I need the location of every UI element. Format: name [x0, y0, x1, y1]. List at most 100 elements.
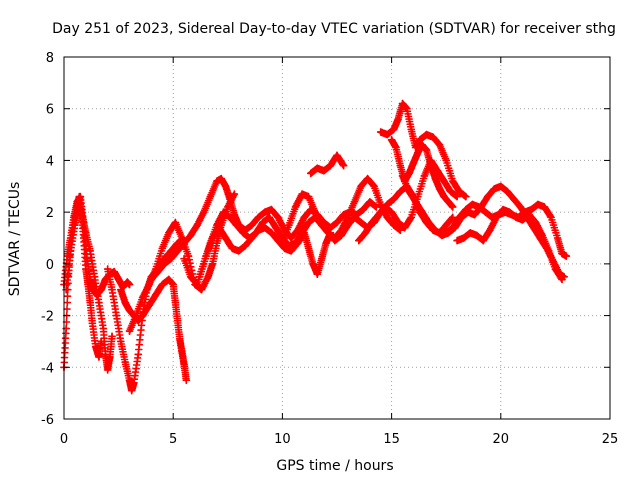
- y-axis-label: SDTVAR / TECUs: [7, 182, 23, 297]
- data-point: [427, 161, 435, 170]
- y-tick-label: 6: [46, 103, 54, 118]
- data-point: [228, 244, 236, 253]
- data-point: [293, 226, 302, 235]
- data-point: [313, 270, 322, 278]
- y-tick-label: 8: [46, 51, 54, 66]
- data-point: [486, 226, 494, 235]
- data-point: [512, 213, 520, 222]
- data-point: [387, 208, 396, 216]
- data-point: [291, 203, 300, 211]
- data-point: [558, 249, 566, 258]
- data-point: [538, 231, 547, 240]
- data-point: [73, 198, 81, 206]
- data-point: [527, 205, 536, 214]
- data-point: [350, 213, 359, 222]
- data-point: [359, 205, 368, 214]
- x-tick-label: 25: [602, 432, 619, 447]
- data-point: [280, 244, 289, 253]
- data-point: [534, 200, 542, 209]
- data-point: [110, 267, 119, 276]
- data-point: [285, 221, 293, 229]
- data-point: [389, 125, 398, 134]
- data-point: [448, 177, 457, 185]
- data-point: [326, 161, 335, 170]
- data-point: [173, 239, 182, 247]
- data-point: [396, 161, 405, 170]
- data-point: [180, 254, 188, 263]
- data-point: [389, 195, 398, 204]
- data-point: [304, 218, 313, 227]
- data-point: [125, 306, 134, 315]
- series-arc13: [376, 99, 470, 201]
- data-point: [91, 342, 100, 351]
- data-point: [409, 159, 418, 167]
- data-point: [175, 335, 184, 343]
- series-arc11: [306, 151, 348, 178]
- data-point: [448, 213, 457, 222]
- data-point: [254, 226, 263, 235]
- data-point: [300, 229, 309, 237]
- data-point: [337, 226, 346, 235]
- data-point: [414, 148, 422, 157]
- y-tick-label: 2: [46, 206, 54, 221]
- data-point: [267, 229, 276, 237]
- data-point: [483, 192, 492, 201]
- axis-ticks: 0 5 10 15 20 25 -6 -4 -2 0 2 4 6 8: [41, 51, 618, 447]
- data-point: [516, 203, 525, 211]
- data-point: [154, 267, 162, 276]
- data-point: [383, 130, 392, 139]
- data-point: [130, 379, 138, 387]
- data-point: [442, 156, 450, 165]
- data-point: [186, 272, 195, 281]
- data-point: [76, 192, 85, 201]
- data-point: [116, 285, 125, 294]
- data-point: [324, 229, 333, 237]
- data-point: [444, 198, 453, 206]
- data-point: [407, 213, 416, 222]
- data-point: [95, 353, 103, 361]
- data-point: [121, 298, 129, 307]
- data-point: [182, 376, 191, 385]
- data-point: [553, 234, 562, 242]
- data-point: [258, 218, 267, 227]
- data-point: [462, 205, 470, 214]
- data-point: [418, 141, 426, 149]
- data-point: [95, 298, 103, 307]
- data-point: [497, 182, 505, 191]
- data-point: [112, 311, 121, 320]
- data-point: [418, 208, 426, 216]
- data-point: [221, 234, 230, 242]
- data-point: [82, 229, 90, 237]
- data-point: [376, 200, 385, 209]
- data-point: [525, 210, 533, 219]
- data-point: [173, 247, 182, 255]
- data-point: [298, 190, 306, 198]
- data-point: [272, 223, 280, 232]
- data-point: [234, 247, 243, 255]
- x-tick-label: 0: [60, 432, 68, 447]
- data-point: [145, 280, 153, 289]
- data-point: [90, 272, 99, 281]
- data-point: [230, 190, 239, 198]
- data-point: [411, 198, 420, 206]
- chart-title: Day 251 of 2023, Sidereal Day-to-day VTE…: [52, 21, 616, 37]
- data-point: [248, 221, 256, 229]
- data-point: [446, 187, 455, 196]
- data-point: [217, 174, 226, 183]
- data-point: [125, 327, 134, 335]
- series-layer: [60, 99, 571, 395]
- y-tick-label: 0: [46, 258, 54, 273]
- data-point: [317, 221, 326, 229]
- data-point: [499, 205, 507, 214]
- data-point: [125, 376, 134, 385]
- data-point: [125, 280, 134, 289]
- data-point: [368, 218, 376, 227]
- data-point: [440, 192, 448, 201]
- plot-frame: [63, 56, 611, 420]
- data-point: [396, 187, 405, 196]
- data-point: [278, 239, 287, 247]
- data-point: [540, 203, 549, 211]
- data-point: [167, 254, 175, 263]
- data-point: [193, 280, 202, 289]
